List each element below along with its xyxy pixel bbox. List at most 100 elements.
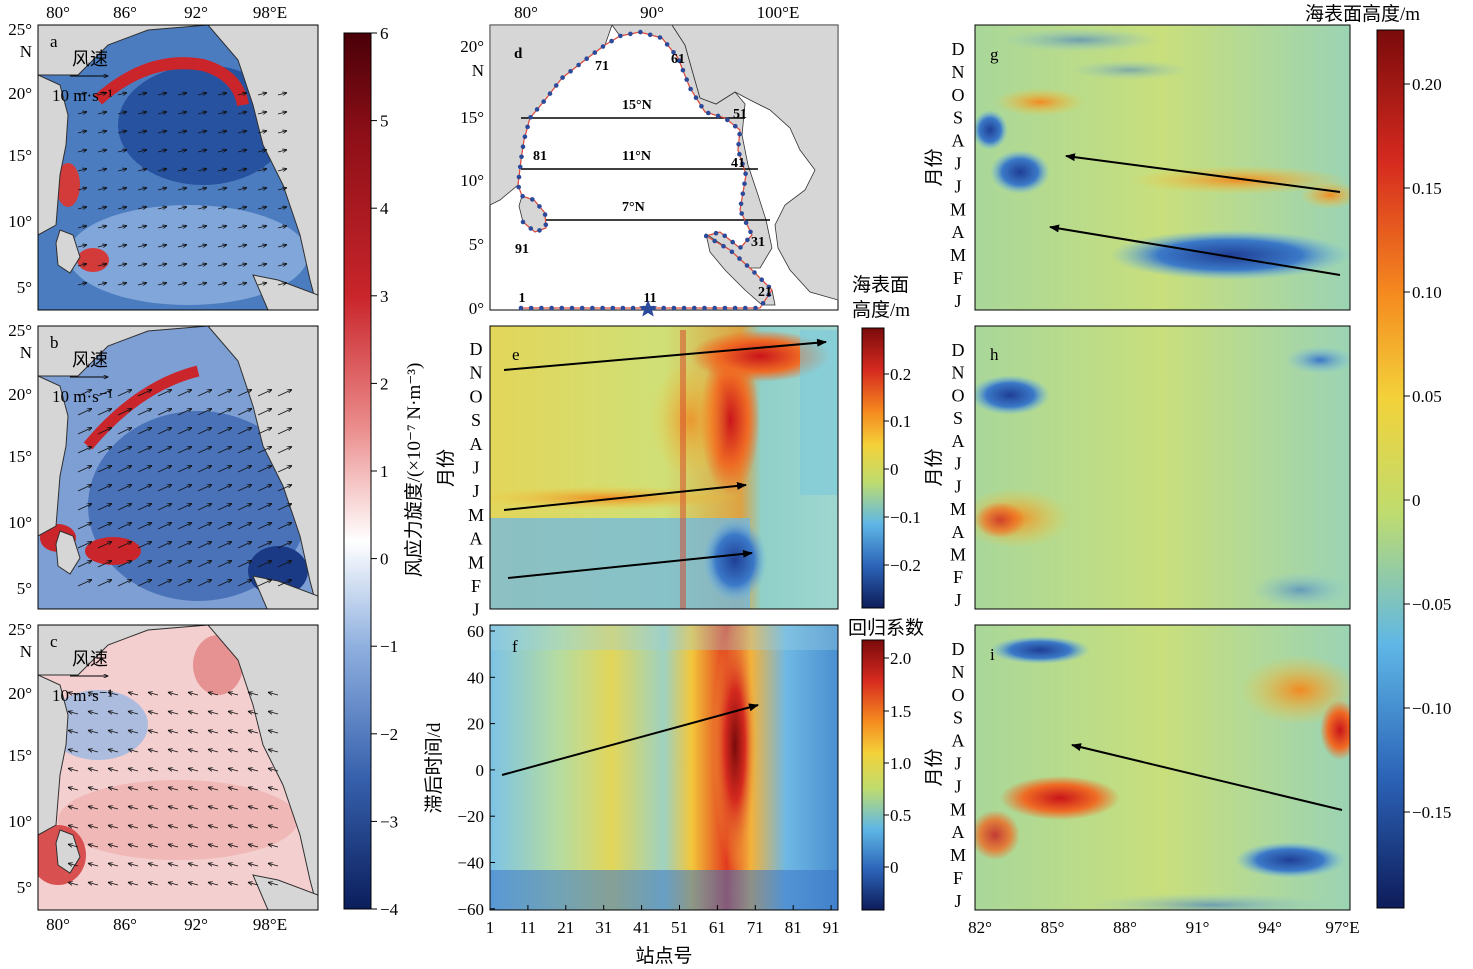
panel-f-x-tick: 11 <box>520 918 536 937</box>
panel-e-colorbar-label-2: 高度/m <box>852 299 910 321</box>
ghi-month-label: A <box>952 131 965 151</box>
panel-e-arrow-bottom <box>507 549 753 579</box>
ghi-month-label: M <box>950 199 966 219</box>
panel-e-month-label: M <box>468 505 484 525</box>
panel-f-y-tick: 40 <box>467 668 484 687</box>
ghi-month-label: N <box>952 62 965 82</box>
station-dot <box>579 305 585 311</box>
station-dot <box>528 115 533 120</box>
map-y-tick-label: 10° <box>8 212 32 231</box>
ssh-colorbar-tick: 0.05 <box>1412 387 1442 406</box>
panel-e-month-label: O <box>470 386 483 406</box>
station-dot <box>680 67 686 73</box>
panel-e-month-label: D <box>470 339 483 359</box>
station-11-star-icon <box>639 300 657 317</box>
station-dot <box>766 284 772 290</box>
station-dot <box>541 99 546 104</box>
wind-legend-label: 风速 <box>72 649 108 669</box>
station-dot <box>518 305 524 311</box>
ghi-month-label: A <box>952 431 965 451</box>
panel-f-colorbar-tick: 0 <box>890 858 899 877</box>
station-dot <box>671 50 676 55</box>
station-dot <box>590 305 595 311</box>
panel-f-x-tick: 61 <box>709 918 726 937</box>
station-dot <box>736 142 741 147</box>
panel-e-month-label: J <box>472 481 479 501</box>
station-number-label: 31 <box>751 235 765 250</box>
ssh-colorbar-tick: 0.15 <box>1412 179 1442 198</box>
map-panel-frame <box>37 24 319 311</box>
map-y-tick-label: 10° <box>8 513 32 532</box>
station-dot <box>519 154 524 160</box>
map-y-tick-label: 10° <box>8 812 32 831</box>
ghi-month-label: A <box>952 522 965 542</box>
ghi-month-label: M <box>950 845 966 865</box>
ghi-month-label: J <box>954 291 961 311</box>
panel-e-colorbar-tick: −0.2 <box>890 556 921 575</box>
map-panel-frame <box>37 624 319 911</box>
station-dot <box>693 95 699 100</box>
station-dot <box>559 305 565 311</box>
panel-h-letter: h <box>990 345 999 364</box>
station-dot <box>712 238 717 244</box>
curl-colorbar-label: 风应力旋度/(×10⁻⁷ N·m⁻³) <box>403 363 425 578</box>
panel-f-y-tick: −20 <box>457 807 484 826</box>
curl-colorbar-tick: 6 <box>380 24 389 43</box>
station-dot <box>745 237 750 243</box>
ghi-month-label: A <box>952 822 965 842</box>
station-number-label: 91 <box>515 242 529 257</box>
station-dot <box>766 292 772 298</box>
map-y-tick-label: 5° <box>17 579 32 598</box>
ssh-colorbar-tick: −0.10 <box>1412 699 1451 718</box>
map-y-tick-label: 5° <box>17 878 32 897</box>
ssh-colorbar-tick: 0.10 <box>1412 283 1442 302</box>
ghi-month-label: A <box>952 222 965 242</box>
ssh-colorbar-ramp <box>1376 29 1405 909</box>
station-dot <box>722 233 727 239</box>
map-x-tick-bottom: 92° <box>184 915 208 934</box>
station-dot <box>549 305 554 311</box>
panel-f-x-tick: 91 <box>823 918 840 937</box>
station-number-label: 41 <box>731 156 745 171</box>
station-dot <box>618 33 623 39</box>
station-number-label: 11 <box>643 291 656 306</box>
station-number-label: 71 <box>595 59 609 74</box>
station-dot <box>530 197 535 202</box>
ghi-month-label: S <box>953 108 963 128</box>
panel-e-frame <box>489 325 839 610</box>
station-dot <box>729 249 735 255</box>
panel-i-letter: i <box>990 645 995 664</box>
panel-e-month-label: A <box>470 434 483 454</box>
station-dot <box>600 44 606 49</box>
station-dot <box>706 110 711 116</box>
station-map-y-tick: N <box>472 61 484 80</box>
station-dot <box>743 220 749 225</box>
panel-f-x-tick: 31 <box>595 918 612 937</box>
station-number-label: 51 <box>733 107 747 122</box>
map-panel-letter: c <box>50 632 58 651</box>
station-dot <box>547 91 553 96</box>
ghi-month-label: J <box>954 776 961 796</box>
panel-e-arrow-top <box>503 338 827 371</box>
station-number-label: 81 <box>533 149 547 164</box>
panel-e-colorbar <box>861 327 885 609</box>
ghi-month-label: N <box>952 662 965 682</box>
curl-colorbar-tick: 3 <box>380 287 389 306</box>
panel-f-colorbar-tick: 0.5 <box>890 806 911 825</box>
station-dot <box>576 62 581 68</box>
station-dot <box>738 245 743 250</box>
station-dot <box>592 50 598 55</box>
station-dot <box>516 184 521 190</box>
map-panel-letter: a <box>50 32 58 51</box>
station-dot <box>620 305 626 311</box>
ssh-colorbar-tick: −0.05 <box>1412 595 1451 614</box>
ghi-month-label: D <box>952 39 965 59</box>
station-dot <box>664 42 670 47</box>
panel-f-colorbar <box>861 639 885 911</box>
station-dot <box>748 229 753 235</box>
station-map-y-tick: 20° <box>460 37 484 56</box>
station-map-y-tick: 0° <box>469 299 484 318</box>
panel-g-frame <box>974 24 1351 311</box>
curl-colorbar-tick: −2 <box>380 725 398 744</box>
